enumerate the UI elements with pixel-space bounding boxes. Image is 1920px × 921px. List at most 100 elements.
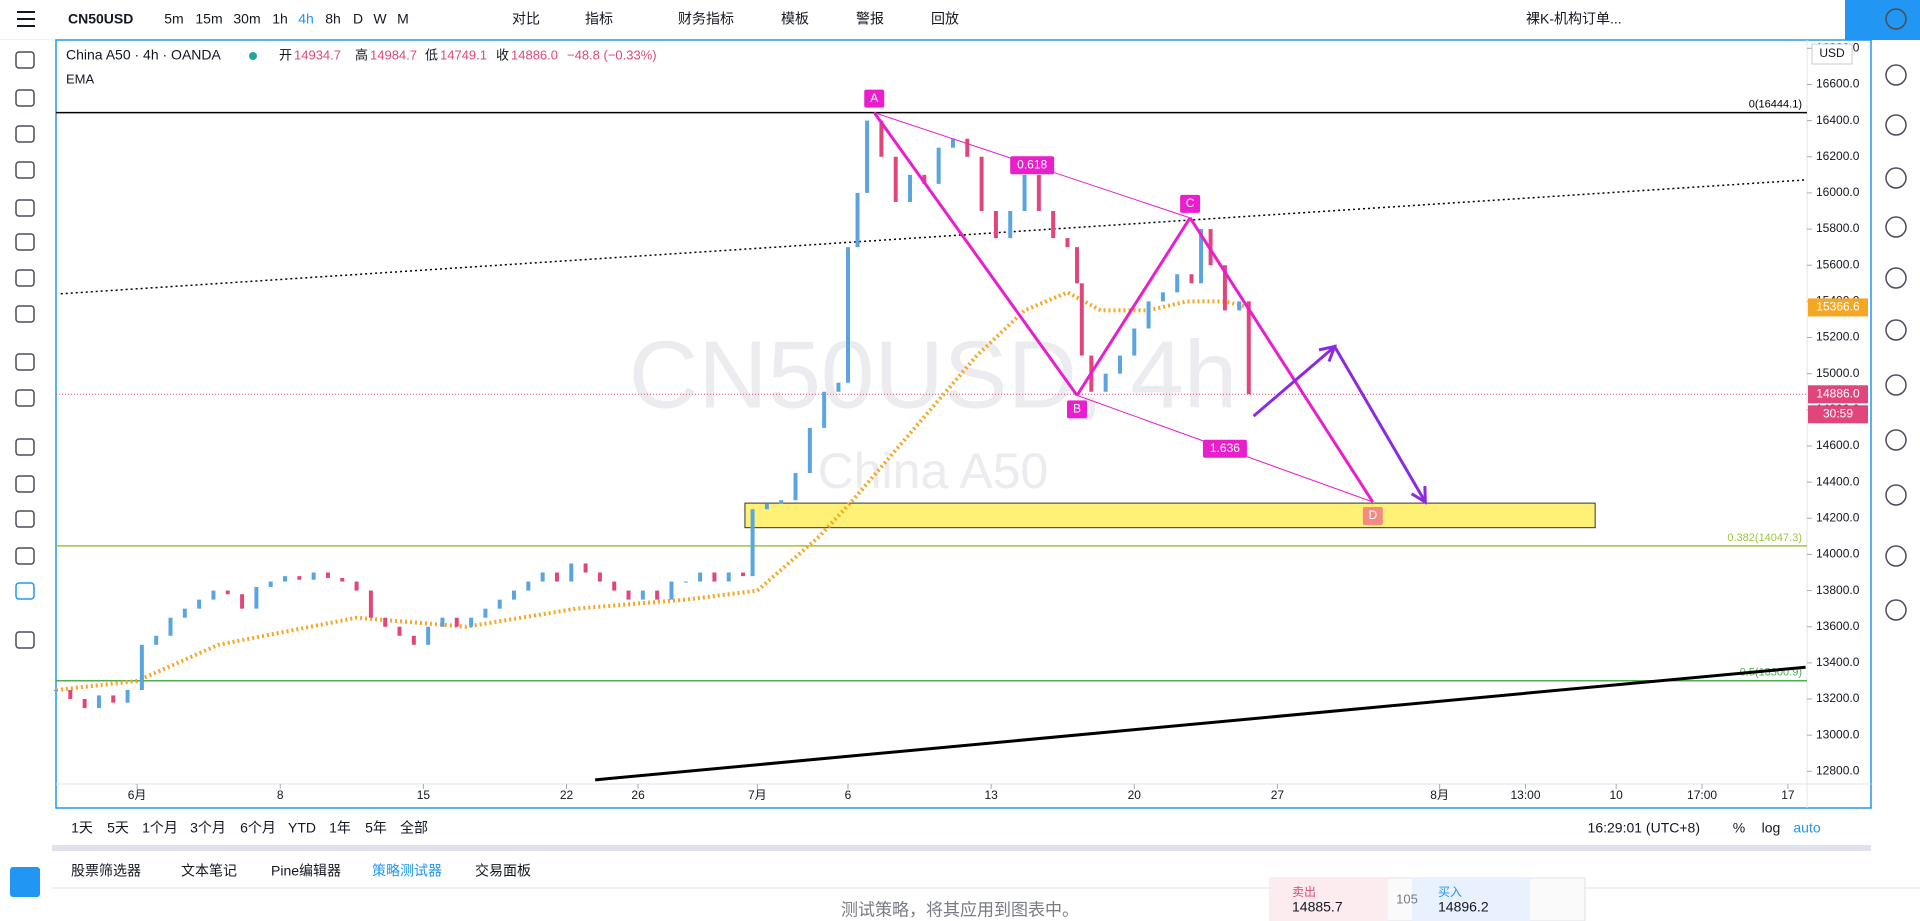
sidebar-icon[interactable] [1885, 599, 1907, 621]
candle [683, 581, 688, 583]
sidebar-icon[interactable] [1885, 64, 1907, 86]
range-button[interactable]: 1个月 [142, 820, 178, 836]
buy-box[interactable] [1412, 878, 1530, 921]
sell-box[interactable] [1270, 878, 1388, 921]
indicators[interactable]: 指标 [585, 11, 613, 27]
interval[interactable]: M [397, 11, 409, 27]
tool-icon[interactable] [15, 475, 35, 493]
interval[interactable]: 30m [233, 11, 260, 27]
range-button[interactable]: 1年 [329, 820, 351, 836]
candle [311, 572, 316, 580]
panel-tab[interactable]: 交易面板 [475, 863, 531, 879]
candle [741, 572, 746, 577]
tool-icon[interactable] [15, 233, 35, 251]
tool-icon[interactable] [15, 547, 35, 565]
replay-icon[interactable] [1884, 9, 1906, 31]
candle [54, 690, 58, 692]
range-button[interactable]: 1天 [71, 820, 93, 836]
sidebar-icon[interactable] [1885, 8, 1907, 30]
sidebar-icon[interactable] [1885, 484, 1907, 506]
tool-icon[interactable] [15, 510, 35, 528]
interval[interactable]: 4h [298, 11, 314, 27]
candle [712, 572, 717, 582]
sidebar-icon[interactable] [1885, 216, 1907, 238]
log-toggle[interactable]: log [1762, 820, 1781, 836]
tool-icon[interactable] [15, 305, 35, 323]
ratio-box [1010, 156, 1055, 175]
tool-icon[interactable] [15, 51, 35, 69]
symbol[interactable]: CN50USD [68, 11, 133, 27]
candle [908, 174, 913, 202]
range-button[interactable]: 5年 [365, 820, 387, 836]
sidebar-icon[interactable] [1885, 167, 1907, 189]
candle [111, 695, 116, 703]
compare[interactable]: 对比 [512, 11, 540, 27]
interval[interactable]: 8h [325, 11, 341, 27]
range-button[interactable]: 全部 [400, 820, 428, 836]
currency: USD [1819, 46, 1845, 60]
tool-icon[interactable] [15, 582, 35, 600]
candle [325, 572, 330, 578]
publish-button[interactable] [1845, 0, 1920, 40]
sidebar-icon[interactable] [1885, 545, 1907, 567]
financials[interactable]: 财务指标 [678, 11, 734, 27]
layout-name[interactable]: 裸K-机构订单... [1526, 11, 1622, 27]
candle [979, 156, 984, 211]
range-button[interactable]: 6个月 [240, 820, 276, 836]
sidebar-icon[interactable] [1885, 429, 1907, 451]
panel-tab[interactable]: Pine编辑器 [271, 863, 341, 879]
sell-label[interactable]: 卖出 [1292, 885, 1316, 899]
panel-tab[interactable]: 文本笔记 [181, 863, 237, 879]
sidebar-icon[interactable] [1885, 374, 1907, 396]
alert[interactable]: 警报 [856, 11, 884, 27]
panel-tab[interactable]: 策略测试器 [372, 863, 442, 879]
range-button[interactable]: YTD [288, 820, 316, 836]
point-box [1362, 507, 1383, 526]
auto-toggle[interactable]: auto [1793, 820, 1820, 836]
sidebar-icon[interactable] [1885, 319, 1907, 341]
candle [1022, 174, 1027, 211]
templates[interactable]: 模板 [781, 11, 809, 27]
tool-icon[interactable] [15, 438, 35, 456]
range-button[interactable]: 3个月 [190, 820, 226, 836]
sell-price[interactable]: 14885.7 [1292, 899, 1343, 915]
tool-icon[interactable] [15, 161, 35, 179]
y-tick-label: 13400.0 [1816, 655, 1860, 669]
tool-icon[interactable] [15, 269, 35, 287]
x-tick-label: 8月 [1430, 788, 1449, 802]
candle [512, 590, 517, 600]
candle [440, 617, 445, 627]
replay[interactable]: 回放 [931, 11, 959, 27]
candle [779, 500, 784, 504]
buy-price[interactable]: 14896.2 [1438, 899, 1489, 915]
interval[interactable]: W [373, 11, 387, 27]
publish[interactable]: 发表 [1784, 11, 1814, 28]
chart-frame [55, 39, 1872, 809]
candle [383, 617, 388, 627]
price-badge-label: 14886.0 [1816, 386, 1860, 400]
sidebar-icon[interactable] [1885, 267, 1907, 289]
sidebar-icon[interactable] [1885, 114, 1907, 136]
tool-icon[interactable] [15, 199, 35, 217]
tool-icon[interactable] [15, 389, 35, 407]
tool-icon[interactable] [15, 631, 35, 649]
interval[interactable]: 5m [164, 11, 183, 27]
ratio-box [1202, 439, 1247, 458]
candle [1103, 373, 1108, 392]
buy-label[interactable]: 买入 [1438, 885, 1462, 899]
menu-icon[interactable] [17, 11, 35, 27]
candle [626, 590, 631, 600]
clock: 16:29:01 (UTC+8) [1588, 820, 1700, 836]
interval[interactable]: 15m [195, 11, 222, 27]
interval[interactable]: 1h [272, 11, 288, 27]
candle [1065, 238, 1070, 248]
tool-icon[interactable] [15, 353, 35, 371]
candle [411, 635, 416, 645]
panel-tab[interactable]: 股票筛选器 [71, 863, 141, 879]
interval[interactable]: D [353, 11, 363, 27]
range-button[interactable]: 5天 [107, 820, 129, 836]
tool-icon[interactable] [15, 125, 35, 143]
percent-toggle[interactable]: % [1733, 820, 1745, 836]
star-button[interactable] [10, 867, 40, 897]
tool-icon[interactable] [15, 89, 35, 107]
